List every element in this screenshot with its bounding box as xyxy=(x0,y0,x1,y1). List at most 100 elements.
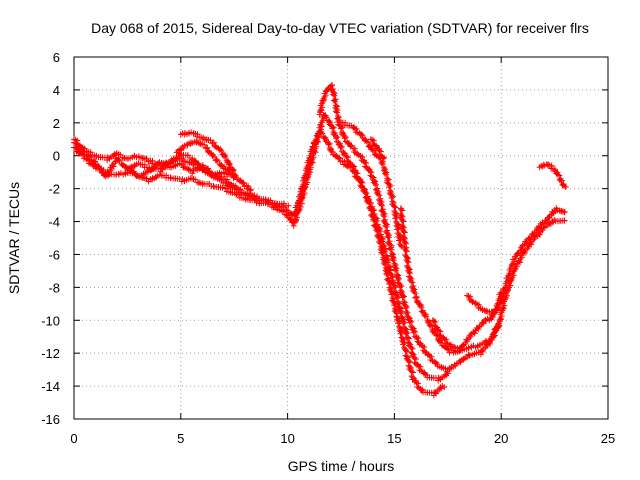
data-point xyxy=(115,156,122,163)
data-point xyxy=(387,246,394,253)
data-point xyxy=(365,199,372,206)
data-point xyxy=(332,108,339,115)
data-point xyxy=(345,154,352,161)
data-point xyxy=(195,160,202,167)
data-point xyxy=(164,161,171,168)
data-point xyxy=(396,284,403,291)
data-point xyxy=(329,125,336,132)
data-point xyxy=(441,384,448,391)
data-point xyxy=(375,191,382,198)
data-point xyxy=(378,160,385,167)
data-point xyxy=(382,222,389,229)
data-point xyxy=(371,180,378,187)
data-point xyxy=(467,333,474,340)
data-point xyxy=(368,173,375,180)
y-tick-label: -6 xyxy=(48,247,60,262)
x-tick-label: 25 xyxy=(601,431,615,446)
data-point xyxy=(388,291,395,298)
plot-frame xyxy=(73,56,609,420)
data-point xyxy=(379,250,386,257)
data-point xyxy=(377,240,384,247)
data-point xyxy=(384,233,391,240)
data-point xyxy=(392,266,399,273)
data-point xyxy=(480,320,487,327)
data-point xyxy=(378,249,385,256)
data-point xyxy=(159,166,166,173)
data-point xyxy=(213,156,220,163)
data-point xyxy=(383,171,390,178)
data-point xyxy=(394,320,401,327)
y-tick-label: -16 xyxy=(41,412,60,427)
data-point xyxy=(386,184,393,191)
data-point xyxy=(399,217,406,224)
y-tick-label: -10 xyxy=(41,313,60,328)
data-point xyxy=(472,300,479,307)
data-point xyxy=(497,289,504,296)
data-point xyxy=(359,153,366,160)
series-track-12 xyxy=(444,320,503,373)
data-point xyxy=(210,139,217,146)
data-point xyxy=(325,141,332,148)
data-point xyxy=(381,261,388,268)
data-point xyxy=(337,144,344,151)
data-point xyxy=(404,258,411,265)
y-tick-label: 4 xyxy=(53,83,60,98)
data-point xyxy=(386,245,393,252)
data-point xyxy=(240,179,247,186)
data-point xyxy=(373,227,380,234)
x-axis-label: GPS time / hours xyxy=(288,458,395,474)
data-point xyxy=(151,164,158,171)
data-point xyxy=(402,331,409,338)
y-tick-label: -8 xyxy=(48,280,60,295)
chart-title: Day 068 of 2015, Sidereal Day-to-day VTE… xyxy=(91,20,589,36)
data-point xyxy=(204,144,211,151)
data-point xyxy=(389,256,396,263)
series-track-9 xyxy=(367,136,388,162)
data-point xyxy=(180,145,187,152)
data-point xyxy=(353,126,360,133)
data-point xyxy=(262,196,269,203)
data-point xyxy=(218,147,225,154)
data-point xyxy=(457,359,464,366)
data-point xyxy=(397,236,404,243)
data-point xyxy=(395,237,402,244)
series-track-3 xyxy=(71,136,292,209)
data-point xyxy=(438,385,445,392)
data-point xyxy=(399,294,406,301)
data-point xyxy=(219,184,226,191)
data-point xyxy=(290,222,297,229)
data-point xyxy=(391,302,398,309)
data-point xyxy=(361,188,368,195)
data-point xyxy=(400,218,407,225)
data-point xyxy=(180,163,187,170)
data-point xyxy=(380,260,387,267)
data-point xyxy=(475,326,482,333)
data-point xyxy=(393,214,400,221)
data-point xyxy=(417,303,424,310)
data-point xyxy=(351,145,358,152)
data-point xyxy=(394,226,401,233)
data-point xyxy=(379,161,386,168)
y-tick-label: 6 xyxy=(53,50,60,65)
data-point xyxy=(444,346,451,353)
data-point xyxy=(337,125,344,132)
series-track-7 xyxy=(316,81,451,375)
axis-ticks xyxy=(73,56,609,420)
grid-lines xyxy=(74,57,608,419)
data-point xyxy=(415,380,422,387)
y-tick-label: -2 xyxy=(48,182,60,197)
data-point xyxy=(81,152,88,159)
data-point xyxy=(408,278,415,285)
data-point xyxy=(370,216,377,223)
data-point xyxy=(406,319,413,326)
data-point xyxy=(467,293,474,300)
data-point xyxy=(400,228,407,235)
data-point xyxy=(399,207,406,214)
data-point xyxy=(376,238,383,245)
data-point xyxy=(229,167,236,174)
data-point xyxy=(558,177,565,184)
data-point xyxy=(335,155,342,162)
data-point xyxy=(341,135,348,142)
x-tick-labels: 0 5 10 15 20 25 xyxy=(70,431,615,446)
data-point xyxy=(330,91,337,98)
